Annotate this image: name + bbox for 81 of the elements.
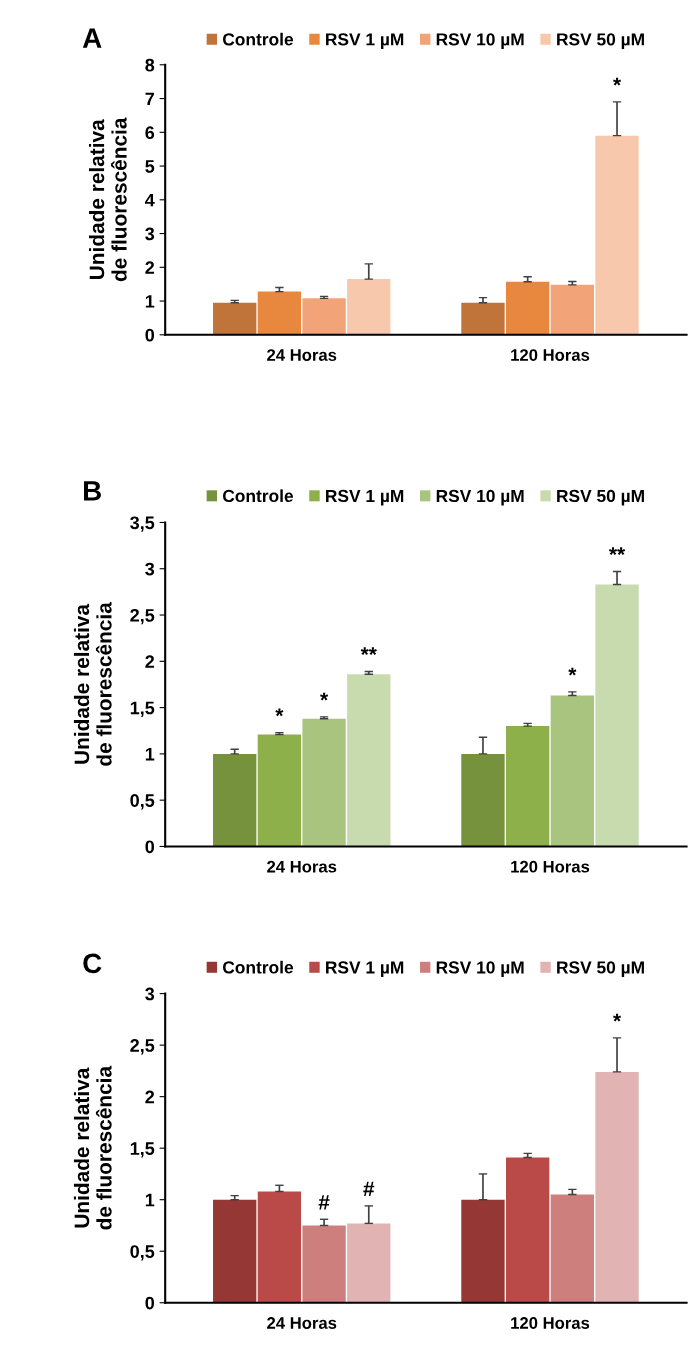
bar [550, 284, 595, 335]
x-tick-label: 120 Horas [511, 860, 590, 873]
y-tick-label: 0,5 [130, 1245, 155, 1261]
data-label: * [320, 692, 329, 701]
bar [213, 1199, 257, 1303]
data-label: * [613, 77, 622, 86]
legend-label: RSV 1 µM [326, 961, 404, 977]
chart-title: A [82, 28, 102, 48]
bar [505, 1157, 550, 1303]
legend-label: RSV 50 µM [557, 489, 644, 506]
y-tick-label: 0 [145, 1296, 155, 1310]
bar [302, 1225, 346, 1303]
legend-label: Controle [222, 32, 294, 46]
legend-label: RSV 1 µM [326, 33, 404, 49]
y-axis-title: Unidade relativa de fluorescência [73, 602, 112, 766]
data-label: # [318, 1195, 330, 1210]
bar [347, 1223, 391, 1303]
legend-label: RSV 50 µM [557, 33, 644, 49]
x-tick-label: 120 Horas [511, 349, 590, 361]
bar [461, 302, 505, 335]
bar [505, 726, 550, 847]
y-tick-label: 2,5 [130, 1039, 155, 1055]
bar [550, 1194, 595, 1303]
bar [302, 718, 346, 847]
bar [550, 695, 595, 847]
y-tick-label: 5 [145, 160, 155, 173]
y-tick-label: 1,5 [130, 701, 155, 717]
bar [302, 298, 346, 335]
legend-label: RSV 10 µM [436, 961, 524, 977]
y-tick-label: 0 [145, 840, 155, 854]
y-tick-label: 1,5 [130, 1142, 155, 1158]
chart-title: C [83, 953, 102, 974]
y-tick-label: 2,5 [130, 608, 155, 625]
legend-label: RSV 50 µM [557, 961, 644, 977]
bar [461, 753, 505, 847]
chart-title: B [84, 481, 101, 501]
x-tick-label: 24 Horas [267, 349, 337, 361]
y-tick-label: 0,5 [130, 794, 155, 810]
y-tick-label: 1 [145, 1193, 155, 1207]
data-label: * [568, 667, 577, 676]
bar [213, 302, 257, 335]
y-tick-label: 3 [145, 227, 155, 241]
bar [257, 734, 302, 847]
bar [347, 674, 391, 847]
bar [505, 281, 550, 335]
legend-label: RSV 1 µM [326, 489, 404, 506]
bar [595, 135, 639, 335]
y-tick-label: 3 [145, 987, 155, 1001]
x-tick-label: 120 Horas [511, 1317, 590, 1329]
bar [595, 584, 639, 847]
y-tick-label: 0 [145, 328, 155, 342]
y-tick-label: 3,5 [130, 516, 155, 532]
x-tick-label: 24 Horas [267, 1317, 337, 1329]
y-tick-label: 2 [145, 655, 155, 668]
y-axis-title: Unidade relativa de fluorescência [73, 1065, 112, 1230]
bar [347, 279, 391, 335]
y-tick-label: 2 [145, 261, 155, 274]
y-axis-title: Unidade relativa de fluorescência [88, 117, 127, 282]
x-tick-label: 24 Horas [267, 860, 337, 873]
legend-label: Controle [222, 489, 294, 503]
bar [461, 1199, 505, 1303]
bar [257, 1191, 302, 1303]
y-tick-label: 6 [145, 126, 155, 140]
bar [213, 753, 257, 847]
y-tick-label: 2 [145, 1090, 155, 1104]
data-label: ** [360, 647, 377, 656]
y-tick-label: 8 [145, 58, 155, 72]
y-tick-label: 4 [145, 193, 155, 207]
y-tick-label: 3 [145, 562, 155, 576]
y-tick-label: 1 [145, 748, 155, 761]
bar [257, 291, 302, 335]
y-tick-label: 7 [145, 92, 154, 106]
data-label: * [613, 1013, 622, 1022]
bar [595, 1071, 639, 1303]
legend-label: RSV 10 µM [436, 489, 524, 506]
legend-label: Controle [222, 960, 294, 974]
data-label: ** [608, 547, 626, 556]
legend-label: RSV 10 µM [436, 33, 524, 49]
data-label: * [275, 708, 284, 717]
y-tick-label: 1 [145, 295, 155, 308]
data-label: # [363, 1181, 375, 1196]
